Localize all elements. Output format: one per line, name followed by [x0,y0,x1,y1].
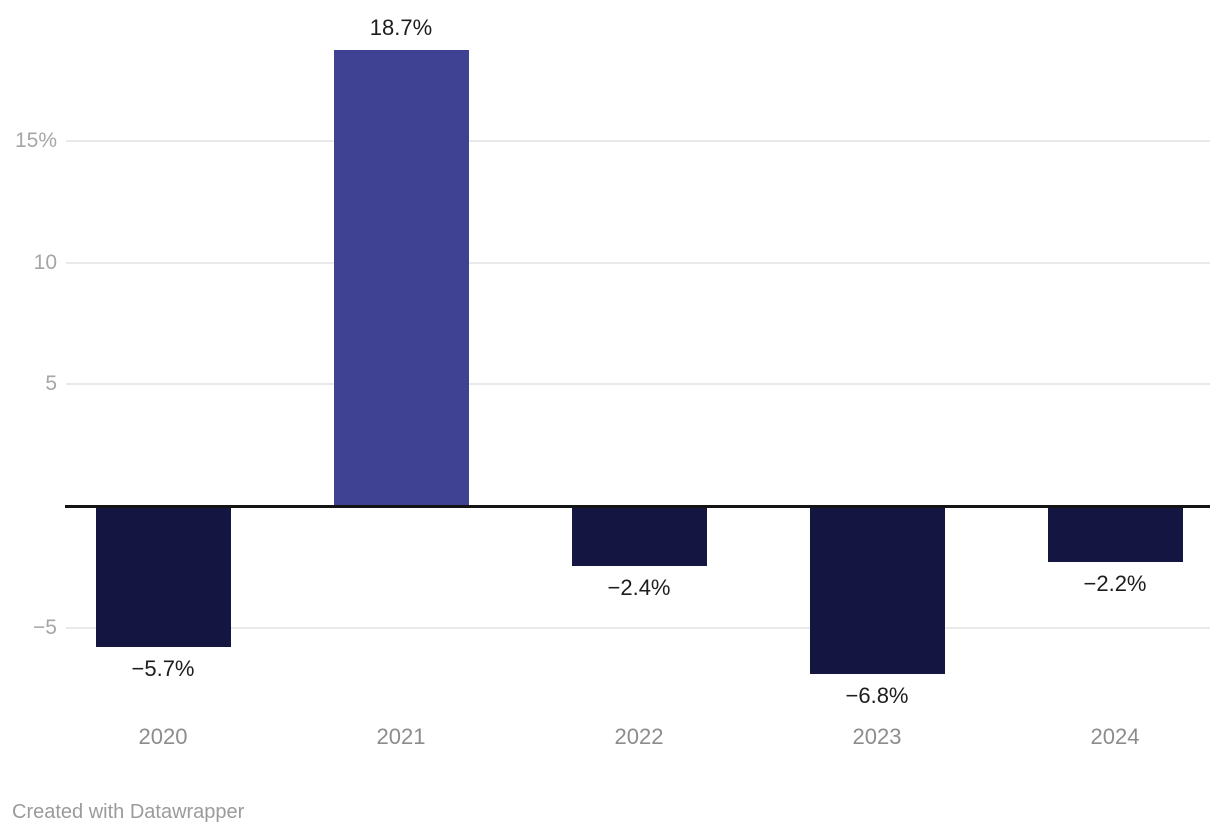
bar-2024[interactable] [1048,508,1183,562]
value-label-2022: −2.4% [607,575,671,600]
y-tick-label-5: 5 [45,372,57,395]
bar-2022[interactable] [572,508,707,566]
zero-axis-line [65,505,1210,508]
x-tick-label-2020: 2020 [138,724,188,749]
gridline-15 [66,140,1210,142]
value-label-2024: −2.2% [1083,571,1147,596]
gridline--5 [66,627,1210,629]
y-tick-label-10: 10 [33,251,57,274]
datawrapper-attribution-link[interactable]: Created with Datawrapper [12,801,245,823]
value-label-2023: −6.8% [845,683,909,708]
x-tick-label-2024: 2024 [1090,724,1140,749]
y-tick-label-15: 15% [14,129,57,152]
y-tick-label--5: −5 [33,616,57,639]
bar-2020[interactable] [96,508,231,647]
gridline-5 [66,383,1210,385]
bar-2023[interactable] [810,508,945,674]
gridline-10 [66,262,1210,264]
x-tick-label-2023: 2023 [852,724,902,749]
value-label-2021: 18.7% [369,15,433,40]
x-tick-label-2022: 2022 [614,724,664,749]
value-label-2020: −5.7% [131,656,195,681]
x-tick-label-2021: 2021 [376,724,426,749]
bar-2021[interactable] [334,50,469,505]
